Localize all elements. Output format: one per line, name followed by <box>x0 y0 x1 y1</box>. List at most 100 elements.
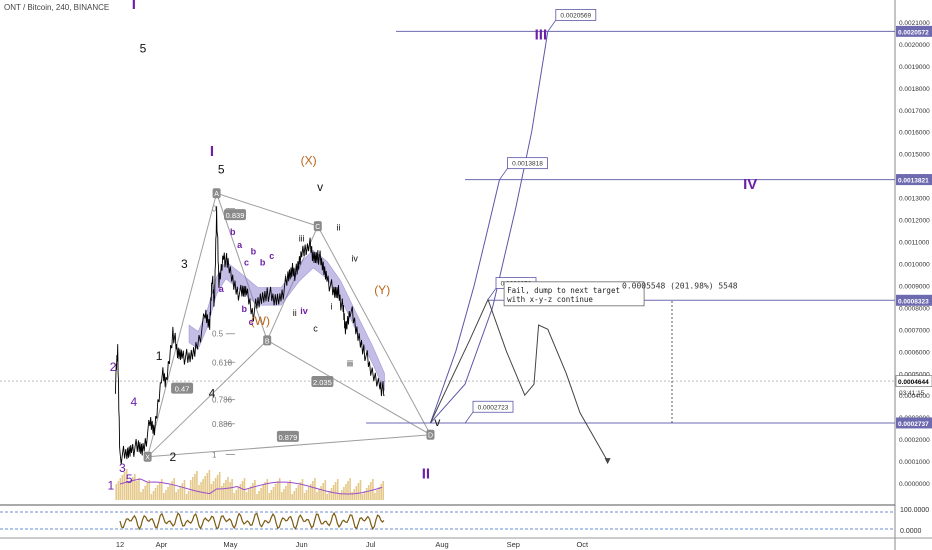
volume-bar <box>301 479 304 500</box>
volume-bar <box>314 478 316 500</box>
volume-bar <box>163 493 165 500</box>
volume-bar <box>307 487 310 500</box>
fib-level-label: 0 <box>212 205 217 214</box>
volume-bar <box>194 474 196 500</box>
wave-label: 1 <box>156 349 163 363</box>
harmonic-line <box>317 225 431 435</box>
volume-bar <box>148 480 151 500</box>
price-tick-label: 0.0002000 <box>899 437 930 444</box>
volume-bar <box>347 481 349 500</box>
callout-value: 0.0002723 <box>478 404 509 411</box>
volume-bar <box>254 480 256 500</box>
volume-bar <box>233 493 235 500</box>
price-marker-box <box>896 174 932 186</box>
volume-bar <box>285 486 287 500</box>
volume-bar <box>361 494 364 500</box>
volume-bar <box>183 480 186 500</box>
price-tick-label: 0.0019000 <box>899 64 930 71</box>
callout-box <box>472 400 514 413</box>
horizontal-lines[interactable] <box>366 30 895 424</box>
volume-bar <box>241 481 244 500</box>
pattern-point-label: C <box>315 224 320 231</box>
harmonic-line <box>216 192 318 227</box>
volume-bar <box>260 488 262 500</box>
wave-label: i <box>331 302 333 312</box>
note-box <box>503 281 645 307</box>
wave-label: 4 <box>130 395 137 409</box>
callout-box <box>507 157 548 170</box>
price-tick-label: 0.0020000 <box>899 42 930 49</box>
volume-bar <box>138 478 140 500</box>
volume-bar <box>125 469 128 500</box>
time-tick-label: Jun <box>296 540 308 549</box>
wave-label: iv <box>351 253 358 263</box>
callout-value: 0.0013818 <box>512 161 543 168</box>
volume-bar <box>380 484 382 500</box>
volume-bar <box>152 491 155 500</box>
volume-bar <box>121 475 124 500</box>
wave-label: iv <box>300 306 308 316</box>
pattern-point-box <box>313 221 322 232</box>
volume-bar <box>150 494 153 500</box>
volume-bar <box>281 492 283 500</box>
bar-countdown: 03:41:15 <box>899 390 925 397</box>
price-marker-box <box>895 375 932 387</box>
volume-bar <box>310 484 312 500</box>
fail-arrow-head <box>604 458 611 465</box>
wave-label: c <box>249 317 254 327</box>
wave-label: b <box>241 304 247 314</box>
volume-bar <box>179 486 182 500</box>
wave-label: 1 <box>107 479 114 493</box>
volume-bar <box>351 492 353 500</box>
volume-bar <box>272 487 275 500</box>
note-text: Fail, dump to next target <box>507 286 620 295</box>
volume-bar <box>278 478 281 500</box>
wave-label: (X) <box>301 154 317 168</box>
volume-bar <box>330 488 333 500</box>
osc-axis-label: 100.0000 <box>900 507 929 514</box>
volume-bar <box>154 488 157 500</box>
harmonic-line <box>266 339 431 436</box>
price-tick-label: 0.0007000 <box>899 327 930 334</box>
volume-bar <box>374 493 376 500</box>
measure-label: 0.0005548 (201.98%) 5548 <box>622 281 738 290</box>
price-tick-label: 0.0001000 <box>899 459 930 466</box>
fib-ratio-tag: 0.839 <box>226 211 245 220</box>
volume-bar <box>192 477 194 500</box>
volume-bar <box>214 478 217 500</box>
fib-level-label: 0.5 <box>212 330 224 339</box>
volume-bar <box>365 488 368 500</box>
price-line <box>114 206 385 465</box>
fib-level-label: 0.618 <box>212 358 233 367</box>
volume-bar <box>123 472 126 500</box>
volume-bar <box>204 476 206 500</box>
volume-bar <box>185 494 188 500</box>
price-tick-label: 0.0010000 <box>899 261 930 268</box>
price-tick-label: 0.0017000 <box>899 108 930 115</box>
volume-bar <box>326 494 329 500</box>
volume-bar <box>328 491 331 500</box>
wave-label: (W) <box>251 314 270 328</box>
volume-bar <box>187 491 190 500</box>
volume-bar <box>167 487 169 500</box>
wave-label: (Y) <box>374 283 390 297</box>
time-tick-label: Jul <box>366 540 376 549</box>
volume-bar <box>134 474 136 500</box>
price-tick-label: 0.0004000 <box>899 393 930 400</box>
volume-bar <box>312 481 314 500</box>
wave-label: 4 <box>209 386 216 400</box>
fib-ratio-tag: 0.47 <box>175 385 190 394</box>
price-tick-label: 0.0000000 <box>899 481 930 488</box>
wave-label: iii <box>347 359 353 369</box>
volume-bar <box>299 482 302 500</box>
harmonic-line <box>147 193 218 457</box>
wave-label: 3 <box>181 257 188 271</box>
price-tick-label: 0.0012000 <box>899 218 930 225</box>
wave-label: 5 <box>126 472 133 486</box>
volume-bar <box>264 482 266 500</box>
volume-bar <box>144 486 146 500</box>
volume-bar <box>247 489 250 500</box>
